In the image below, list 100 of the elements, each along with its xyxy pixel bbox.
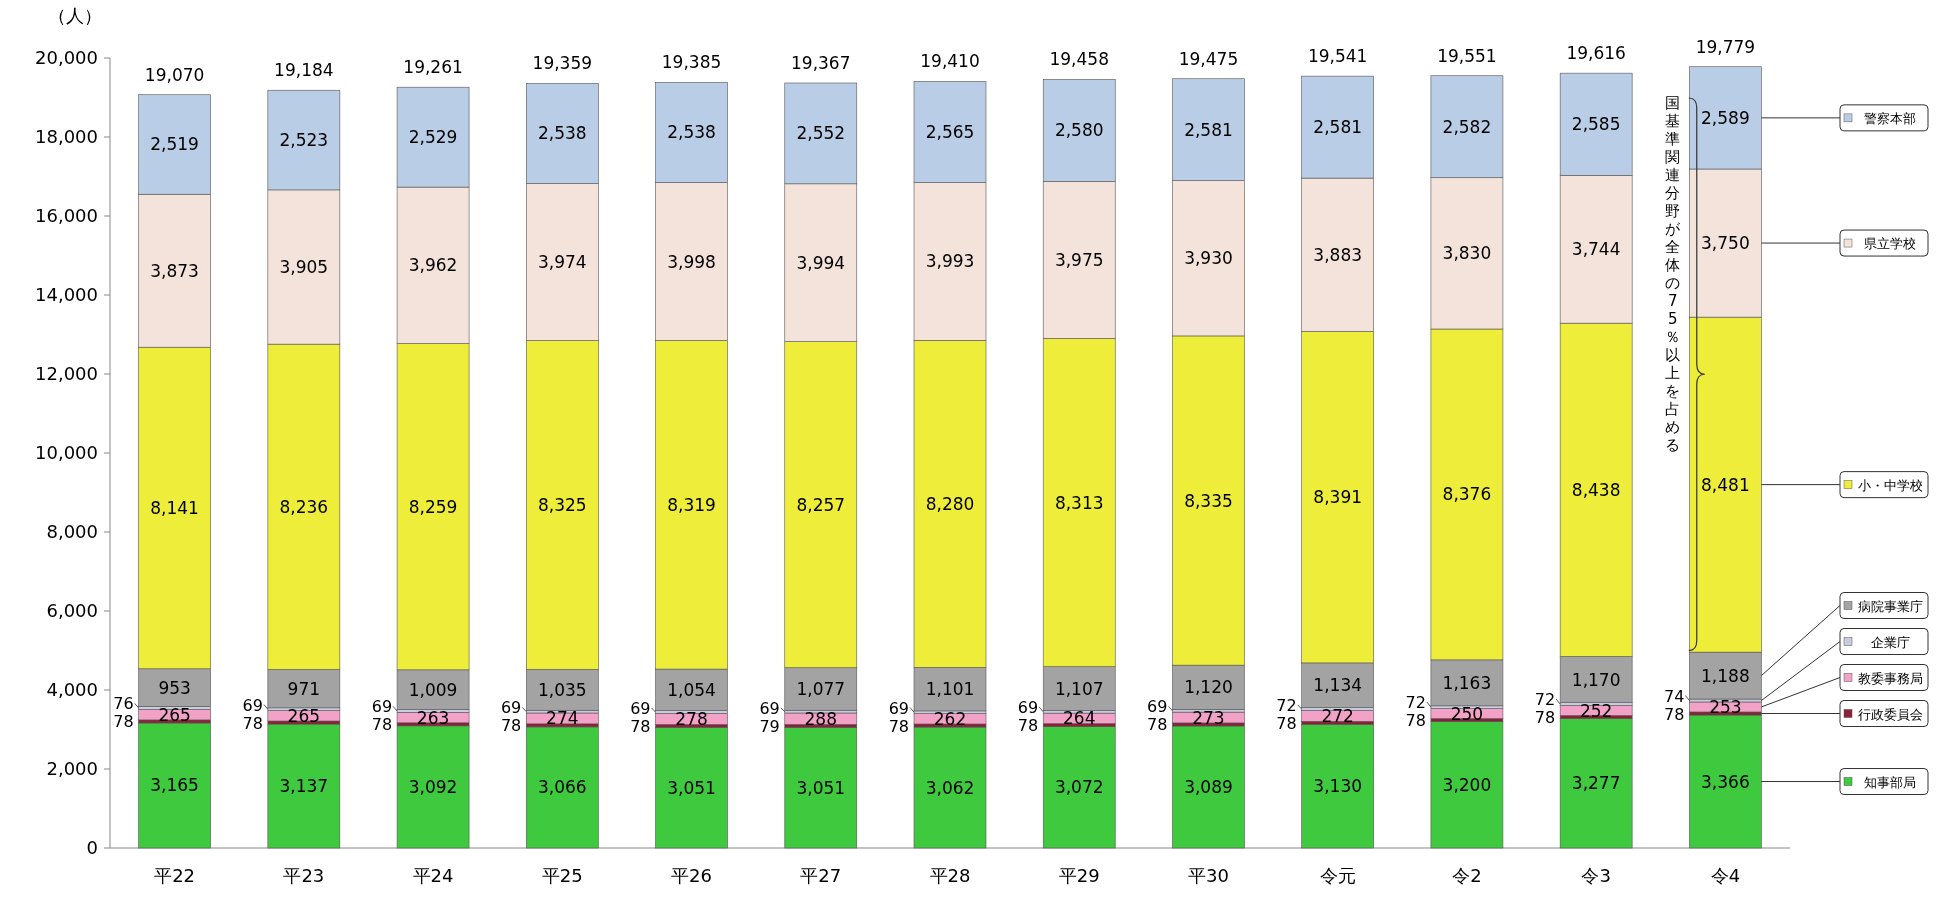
text: 2,565 [925,121,975,142]
text: 263 [416,707,450,728]
text: 8,280 [925,493,975,514]
bar [267,723,341,849]
text: 1,107 [1054,678,1104,699]
total-label: 19,410 [920,51,980,72]
text: 288 [804,708,837,729]
text: 74 [1664,686,1685,706]
text: 8,481 [1701,474,1750,495]
y-tick-label: 16,000 [35,205,98,226]
total-label: 19,367 [791,53,851,73]
text: 8,391 [1313,487,1363,508]
text: 278 [675,708,708,729]
bar [913,726,987,849]
text: 69 [371,697,393,717]
text: 3,962 [408,255,458,276]
total-label: 19,184 [274,60,334,81]
text: 273 [1192,707,1225,728]
y-tick-label: 6,000 [46,600,98,621]
x-tick-label: 平22 [154,865,196,886]
text: 69 [630,698,651,718]
total-label: 19,070 [144,64,205,85]
legend-label: 病院事業庁 [1857,598,1923,614]
text: 8,376 [1442,484,1492,505]
text: 78 [500,716,522,736]
x-tick-label: 令3 [1581,865,1611,886]
total-label: 19,475 [1178,48,1239,69]
text: 3,975 [1054,249,1104,270]
text: 78 [242,713,263,733]
x-tick-label: 平30 [1188,865,1229,886]
x-tick-label: 平28 [929,865,971,886]
total-label: 19,541 [1307,46,1368,67]
text: 78 [630,716,651,736]
bar [1172,725,1245,849]
y-tick-label: 10,000 [35,442,98,463]
text: 2,552 [796,123,846,144]
text: 69 [1147,697,1168,717]
text: 72 [1405,693,1426,713]
text: 265 [158,704,191,725]
text: 264 [1063,708,1096,729]
total-label: 19,616 [1566,43,1626,64]
text: 265 [287,705,321,726]
text: 1,009 [408,679,458,700]
text: 78 [1534,708,1556,728]
text: 76 [113,694,134,714]
x-tick-label: 平27 [800,865,842,886]
text: 国基準関連分野が全体の75％以上を占める [1665,94,1681,454]
total-label: 19,551 [1437,45,1497,66]
legend-label: 知事部局 [1864,774,1916,790]
y-tick-label: 2,000 [46,758,98,779]
y-tick-label: 8,000 [46,521,98,542]
bar [1689,714,1762,849]
bar [526,726,599,849]
x-tick-label: 平29 [1058,865,1100,886]
x-tick-label: 平23 [283,865,325,886]
text: 3,200 [1442,774,1492,795]
text: 78 [1405,711,1426,731]
text: 3,994 [796,252,846,273]
bar [138,722,211,849]
text: 953 [158,677,191,698]
total-label: 19,779 [1695,36,1756,57]
text: 274 [546,708,579,729]
text: 2,589 [1701,107,1750,128]
text: 3,089 [1184,776,1233,797]
legend-label: 県立学校 [1864,236,1916,252]
text: 3,993 [925,251,975,272]
text: 2,529 [408,127,458,148]
legend-label: 小・中学校 [1857,477,1923,493]
x-tick-label: 令4 [1710,865,1741,886]
text: 8,313 [1054,492,1104,513]
text: 3,165 [150,775,199,796]
text: 8,236 [279,496,329,517]
bar [1042,726,1116,849]
text: 2,538 [667,122,716,143]
text: 1,035 [537,679,587,700]
text: 3,974 [537,252,587,273]
text: 8,438 [1571,479,1621,500]
text: 3,072 [1054,777,1104,798]
text: 272 [1321,705,1354,726]
text: 1,120 [1184,677,1233,698]
text: 78 [371,715,393,735]
bar [784,727,858,849]
text: 78 [113,712,134,732]
bar [1430,721,1504,849]
text: 3,873 [150,260,199,281]
text: 253 [1709,696,1742,717]
text: 3,883 [1313,244,1363,265]
text: 8,335 [1184,490,1233,511]
text: 3,930 [1184,248,1233,269]
y-tick-label: 0 [86,837,98,858]
y-tick-label: 14,000 [35,284,98,305]
bar [396,725,470,849]
text: 72 [1534,690,1556,710]
text: 262 [933,708,967,729]
text: 78 [1276,713,1297,733]
text: 3,062 [925,777,975,798]
text: 2,581 [1184,119,1233,140]
y-tick-label: 4,000 [46,679,98,700]
total-label: 19,359 [532,53,593,74]
text: 69 [759,698,780,718]
